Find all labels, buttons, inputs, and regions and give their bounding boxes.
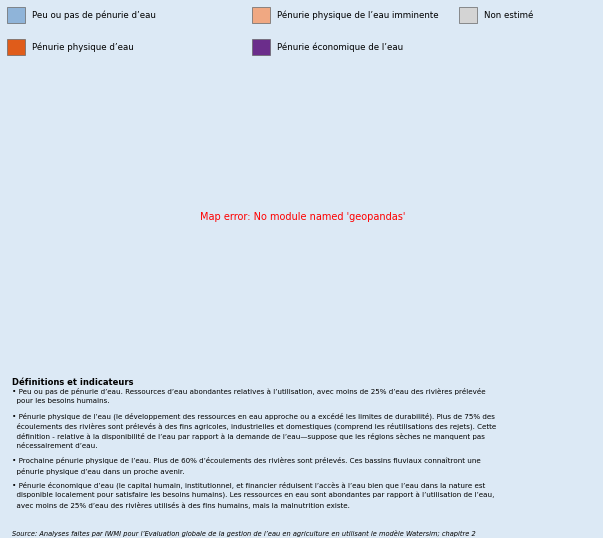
- Text: définition - relative à la disponibilité de l’eau par rapport à la demande de l’: définition - relative à la disponibilité…: [12, 433, 485, 440]
- Text: • Pénurie économique d’eau (le capital humain, institutionnel, et financier rédu: • Pénurie économique d’eau (le capital h…: [12, 482, 485, 489]
- Text: nécessairement d’eau.: nécessairement d’eau.: [12, 443, 98, 449]
- Text: Source: Analyses faites par IWMI pour l’Evaluation globale de la gestion de l’ea: Source: Analyses faites par IWMI pour l’…: [12, 529, 476, 536]
- Text: disponible localement pour satisfaire les besoins humains). Les ressources en ea: disponible localement pour satisfaire le…: [12, 492, 494, 499]
- Text: Définitions et indicateurs: Définitions et indicateurs: [12, 378, 133, 387]
- Text: • Prochaine pénurie physique de l’eau. Plus de 60% d’écoulements des rivières so: • Prochaine pénurie physique de l’eau. P…: [12, 457, 481, 464]
- Text: • Pénurie physique de l’eau (le développement des ressources en eau approche ou : • Pénurie physique de l’eau (le développ…: [12, 413, 495, 420]
- Bar: [7, 7, 25, 23]
- Text: Pénurie physique de l’eau imminente: Pénurie physique de l’eau imminente: [277, 10, 439, 20]
- Text: pour les besoins humains.: pour les besoins humains.: [12, 399, 110, 405]
- Text: Map error: No module named 'geopandas': Map error: No module named 'geopandas': [200, 211, 405, 222]
- Bar: [459, 7, 477, 23]
- Text: écoulements des rivières sont prélevés à des fins agricoles, industrielles et do: écoulements des rivières sont prélevés à…: [12, 423, 496, 430]
- Text: Peu ou pas de pénurie d’eau: Peu ou pas de pénurie d’eau: [32, 10, 156, 20]
- Text: pénurie physique d’eau dans un proche avenir.: pénurie physique d’eau dans un proche av…: [12, 468, 185, 475]
- Text: • Peu ou pas de pénurie d’eau. Ressources d’eau abondantes relatives à l’utilisa: • Peu ou pas de pénurie d’eau. Ressource…: [12, 388, 485, 395]
- Text: avec moins de 25% d’eau des rivières utilisés à des fins humains, mais la malnut: avec moins de 25% d’eau des rivières uti…: [12, 502, 350, 509]
- Text: Non estimé: Non estimé: [484, 11, 534, 19]
- Bar: [7, 39, 25, 55]
- Text: Pénurie économique de l’eau: Pénurie économique de l’eau: [277, 42, 403, 52]
- Text: Pénurie physique d’eau: Pénurie physique d’eau: [32, 42, 134, 52]
- Bar: [253, 39, 270, 55]
- Bar: [253, 7, 270, 23]
